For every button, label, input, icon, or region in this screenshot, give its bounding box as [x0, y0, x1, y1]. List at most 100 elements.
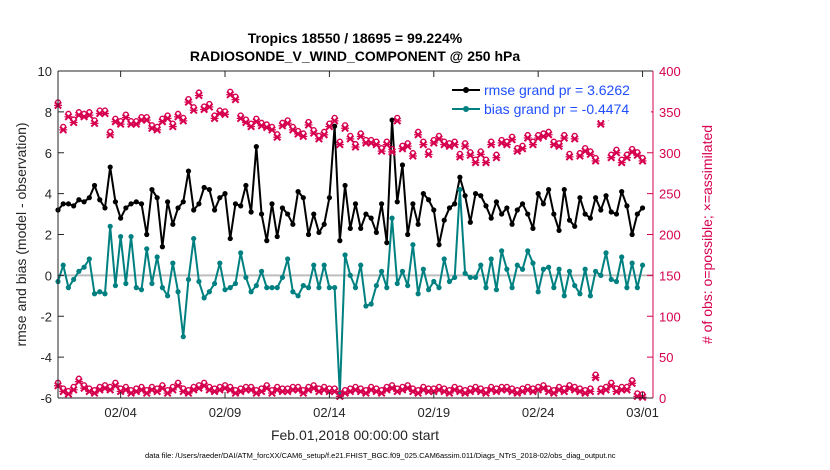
bias-point — [159, 285, 165, 291]
y-left-tick-label: 4 — [45, 187, 52, 202]
bias-point — [300, 282, 306, 289]
rmse-point — [112, 199, 119, 205]
bias-point — [546, 264, 552, 270]
rmse-point — [138, 201, 145, 207]
obs-assimilated-marker — [622, 385, 631, 394]
obs-assimilated-marker — [414, 130, 423, 139]
obs-assimilated-marker — [544, 130, 553, 139]
rmse-point — [467, 219, 473, 225]
rmse-point — [279, 205, 286, 211]
rmse-point — [165, 199, 171, 205]
y-right-tick-label: 250 — [659, 187, 681, 202]
bias-point — [128, 233, 134, 240]
obs-assimilated-marker — [184, 98, 193, 106]
rmse-point — [107, 164, 113, 170]
obs-assimilated-marker — [283, 119, 292, 128]
y-right-tick-label: 150 — [659, 268, 681, 283]
bias-point — [232, 280, 239, 287]
y-right-tick-label: 350 — [659, 105, 681, 120]
rmse-point — [144, 231, 150, 238]
series-layer — [54, 88, 647, 402]
rmse-point — [180, 199, 186, 205]
bias-point — [540, 266, 546, 272]
bias-point — [133, 285, 139, 291]
bias-point — [201, 295, 207, 301]
obs-assimilated-marker — [189, 106, 198, 115]
obs-assimilated-marker — [121, 113, 130, 122]
x-tick-label: 02/14 — [313, 405, 346, 420]
y-left-tick-label: -4 — [40, 350, 52, 365]
bias-point — [279, 274, 286, 281]
obs-assimilated-marker — [382, 140, 391, 149]
obs-assimilated-marker — [435, 134, 444, 143]
y-right-tick-label: 50 — [659, 350, 673, 365]
rmse-point — [86, 195, 92, 201]
obs-assimilated-marker — [335, 140, 344, 149]
bias-point — [211, 280, 218, 287]
rmse-point — [566, 217, 573, 223]
rmse-point — [582, 211, 588, 217]
bias-point — [598, 272, 604, 278]
rmse-point — [154, 195, 160, 201]
y-axis-right-label: # of obs: o=possible; ×=assimilated — [699, 125, 715, 344]
obs-assimilated-marker — [356, 132, 365, 141]
obs-assimilated-marker — [424, 150, 433, 159]
rmse-point — [191, 207, 197, 213]
rmse-point — [81, 199, 87, 205]
bias-point — [467, 274, 473, 281]
bias-point — [107, 223, 113, 229]
bias-point — [285, 256, 291, 262]
rmse-point — [274, 233, 280, 240]
bias-point — [206, 289, 212, 295]
obs-assimilated-marker — [466, 151, 475, 160]
obs-assimilated-marker — [346, 134, 355, 143]
bias-point — [368, 301, 374, 307]
rmse-point — [248, 209, 254, 215]
obs-assimilated-marker — [596, 120, 605, 129]
chart-title: Tropics 18550 / 18695 = 99.224% — [248, 30, 463, 46]
x-axis-label: Feb.01,2018 00:00:00 start — [271, 427, 439, 443]
bias-point — [509, 285, 515, 291]
bias-point — [394, 280, 400, 287]
obs-assimilated-marker — [377, 147, 386, 156]
x-tick-label: 02/19 — [418, 405, 451, 420]
rmse-point — [196, 201, 202, 207]
legend-box — [445, 80, 651, 120]
bias-point — [274, 285, 280, 291]
y-left-tick-label: 10 — [38, 64, 52, 79]
obs-assimilated-marker — [372, 140, 381, 149]
rmse-point — [634, 211, 640, 217]
rmse-point — [452, 201, 458, 207]
obs-assimilated-marker — [69, 118, 78, 127]
bias-point — [405, 282, 411, 289]
obs-assimilated-marker — [205, 103, 214, 111]
obs-assimilated-marker — [622, 153, 631, 162]
rmse-point — [337, 238, 343, 244]
rmse-point — [488, 215, 494, 221]
obs-assimilated-marker — [565, 152, 574, 161]
obs-assimilated-marker — [85, 111, 94, 120]
obs-assimilated-marker — [64, 112, 73, 121]
rmse-point — [311, 211, 317, 217]
bias-point — [561, 293, 567, 299]
y-right-tick-label: 0 — [659, 391, 666, 406]
plot-area — [58, 71, 653, 398]
legend-rmse-label: rmse grand pr = 3.6262 — [484, 82, 630, 98]
bias-point — [624, 285, 630, 291]
bias-point — [269, 285, 275, 291]
rmse-point — [629, 231, 635, 238]
rmse-point — [201, 184, 207, 191]
bias-point — [264, 285, 270, 291]
bias-point — [358, 262, 364, 268]
bias-point — [258, 268, 265, 274]
bias-point — [316, 285, 322, 291]
rmse-point — [572, 223, 578, 229]
obs-assimilated-marker — [570, 134, 579, 143]
bias-point — [185, 276, 192, 283]
obs-assimilated-marker — [518, 144, 527, 153]
bias-point — [154, 254, 160, 260]
bias-point — [436, 285, 442, 291]
obs-assimilated-marker — [221, 110, 230, 119]
bias-point — [384, 285, 390, 291]
obs-assimilated-marker — [168, 122, 177, 131]
